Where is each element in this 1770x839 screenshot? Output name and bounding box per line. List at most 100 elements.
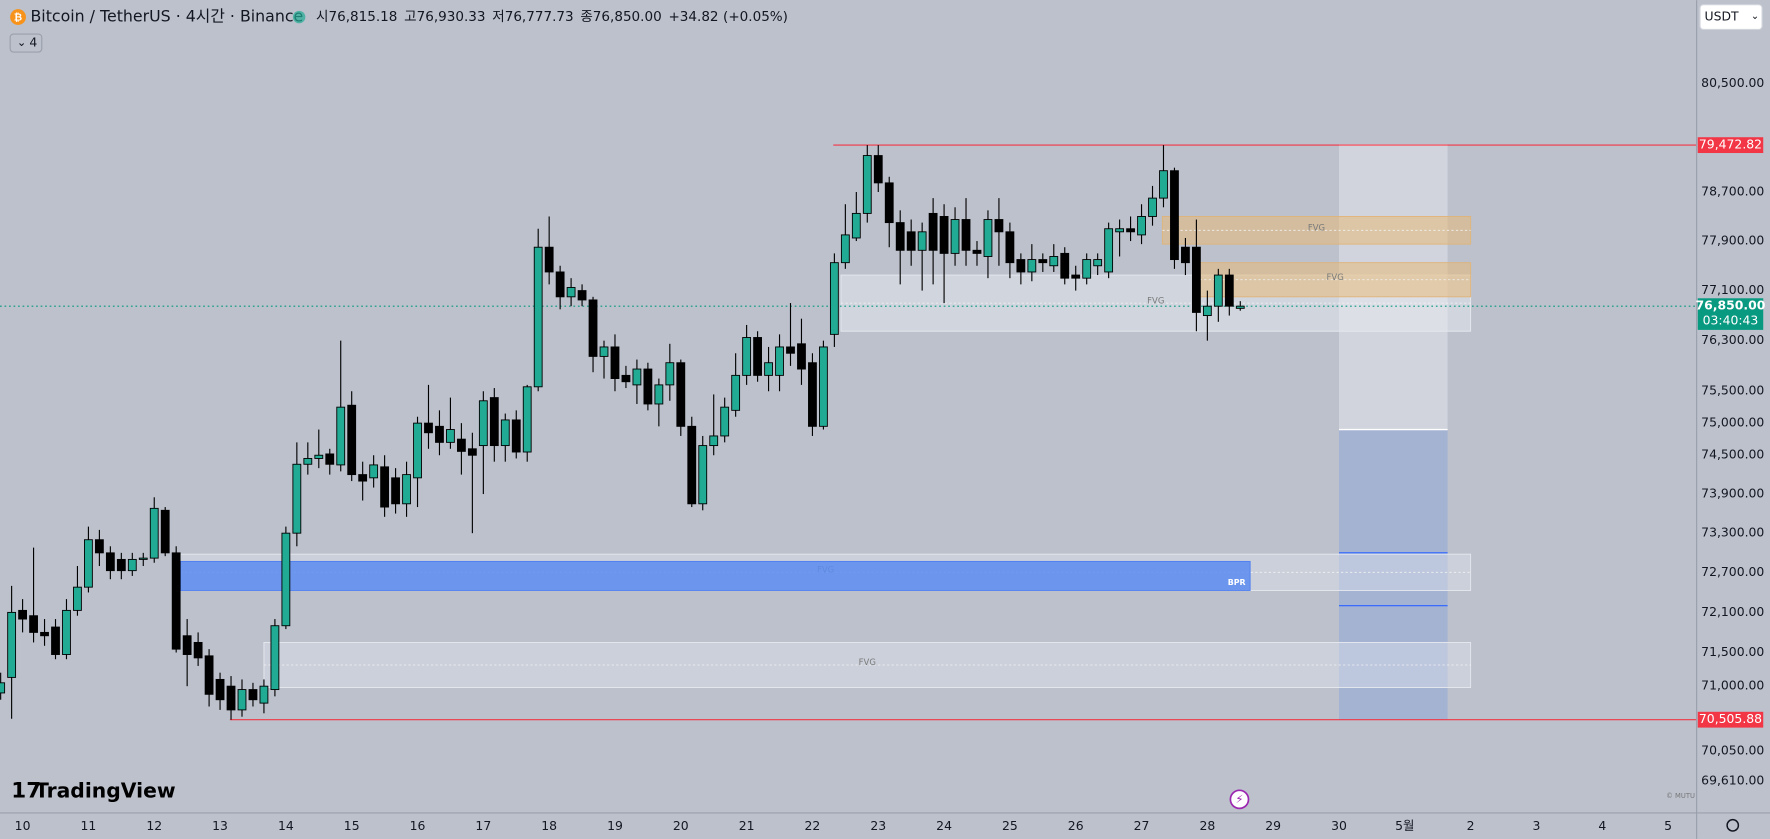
candle-body: [983, 219, 993, 257]
y-tick-label: 72,100.00: [1701, 604, 1764, 619]
y-tick-label: 75,500.00: [1701, 383, 1764, 398]
stat-value: 76,777.73: [505, 9, 574, 25]
candle-body: [764, 362, 773, 376]
candle-body: [380, 466, 390, 508]
zone: [263, 641, 1472, 688]
candle-body: [467, 448, 477, 456]
candle-body: [435, 425, 444, 443]
candle-body: [489, 397, 499, 447]
stat-label: 저: [492, 9, 504, 25]
candle-body: [928, 212, 938, 251]
candle-body: [555, 271, 565, 298]
candle-body: [402, 474, 411, 505]
candle-body: [1104, 228, 1114, 273]
candle-body: [577, 290, 587, 301]
x-tick-label: 17: [475, 818, 491, 833]
candle-body: [1071, 274, 1081, 279]
ohlc-stats: 시76,815.18 고76,930.33 저76,777.73 종76,850.00…: [316, 9, 788, 25]
x-tick-label: 23: [870, 818, 886, 833]
candle-body: [610, 346, 620, 379]
y-tick-label: 71,500.00: [1701, 644, 1764, 659]
x-tick-label: 5월: [1395, 818, 1414, 833]
x-tick-label: 16: [410, 818, 426, 833]
stat-label: 시: [316, 9, 328, 25]
watermark-icon: 𝟭𝟳: [11, 778, 41, 803]
candle-body: [29, 615, 38, 633]
candle-body: [961, 219, 971, 251]
x-tick-label: 13: [212, 818, 228, 833]
indicator-toggle[interactable]: [9, 33, 43, 53]
candle-body: [358, 474, 368, 482]
candle-body: [939, 216, 949, 254]
candle-body: [270, 625, 280, 691]
credit: © MUTU: [1666, 792, 1695, 800]
candle-body: [972, 249, 982, 254]
candle-body: [1202, 305, 1212, 317]
zone-label: FVG: [1147, 295, 1164, 305]
candle-body: [1115, 228, 1125, 233]
market-status[interactable]: [292, 10, 306, 24]
candle-body: [336, 406, 346, 466]
x-tick-label: 30: [1331, 818, 1347, 833]
lightning-button[interactable]: [1229, 789, 1250, 810]
candle-body: [819, 346, 828, 427]
y-tick-label: 72,700.00: [1701, 564, 1764, 579]
stat-value: 76,815.18: [329, 9, 398, 25]
settings-button[interactable]: [1726, 818, 1740, 832]
candle-body: [1027, 259, 1037, 273]
zone-label: FVG: [1308, 223, 1325, 233]
change-pct: (+0.05%): [723, 9, 788, 25]
candle-body: [281, 532, 291, 627]
countdown: 03:40:43: [1703, 312, 1759, 327]
candle-body: [1235, 305, 1245, 309]
candle-body: [138, 557, 148, 560]
stat-label: 종: [580, 9, 592, 25]
y-tick-label: 73,300.00: [1701, 525, 1764, 540]
x-tick-label: 24: [936, 818, 952, 833]
candle-body: [446, 429, 455, 443]
candle-body: [413, 422, 422, 479]
price-tag: [1697, 711, 1764, 728]
currency-select[interactable]: [1699, 4, 1763, 31]
candle-body: [500, 419, 510, 447]
chevron: ⌄: [17, 36, 26, 49]
candle-body: [84, 539, 93, 588]
y-tick-label: 78,700.00: [1701, 184, 1764, 199]
candle-body: [478, 400, 488, 447]
zone: [180, 560, 1251, 591]
candle-body: [292, 463, 302, 534]
candle-body: [654, 384, 664, 405]
candle-body: [116, 558, 126, 572]
candle-body: [314, 454, 324, 459]
candle-body: [862, 155, 872, 214]
candle-body: [160, 509, 170, 554]
price-tag-label: 79,472.82: [1699, 137, 1762, 152]
candle-body: [369, 464, 379, 479]
candle-body: [775, 346, 784, 376]
candle-body: [720, 406, 730, 437]
x-tick-label: 15: [344, 818, 360, 833]
candle-body: [829, 262, 839, 335]
x-tick-label: 27: [1134, 818, 1150, 833]
y-tick-label: 77,900.00: [1701, 233, 1764, 248]
x-tick-label: 3: [1533, 818, 1541, 833]
candle-body: [325, 453, 335, 465]
candle-body: [1005, 231, 1015, 264]
candle-body: [643, 368, 653, 405]
x-tick-label: 26: [1068, 818, 1084, 833]
candle-body: [226, 685, 236, 711]
candle-body: [248, 689, 258, 701]
candle-body: [709, 435, 719, 447]
candle-body: [94, 539, 104, 554]
candle-body: [906, 231, 916, 251]
plot-area: FVGFVGFVGFVGBPRFVG: [0, 144, 1697, 721]
candle-body: [544, 246, 554, 273]
x-tick-label: 29: [1265, 818, 1281, 833]
candle-body: [105, 552, 115, 572]
candle-body: [632, 368, 642, 386]
candle-body: [522, 386, 532, 453]
candle-body: [193, 641, 203, 659]
y-tick-label: 74,500.00: [1701, 447, 1764, 462]
candle-body: [1060, 252, 1070, 279]
